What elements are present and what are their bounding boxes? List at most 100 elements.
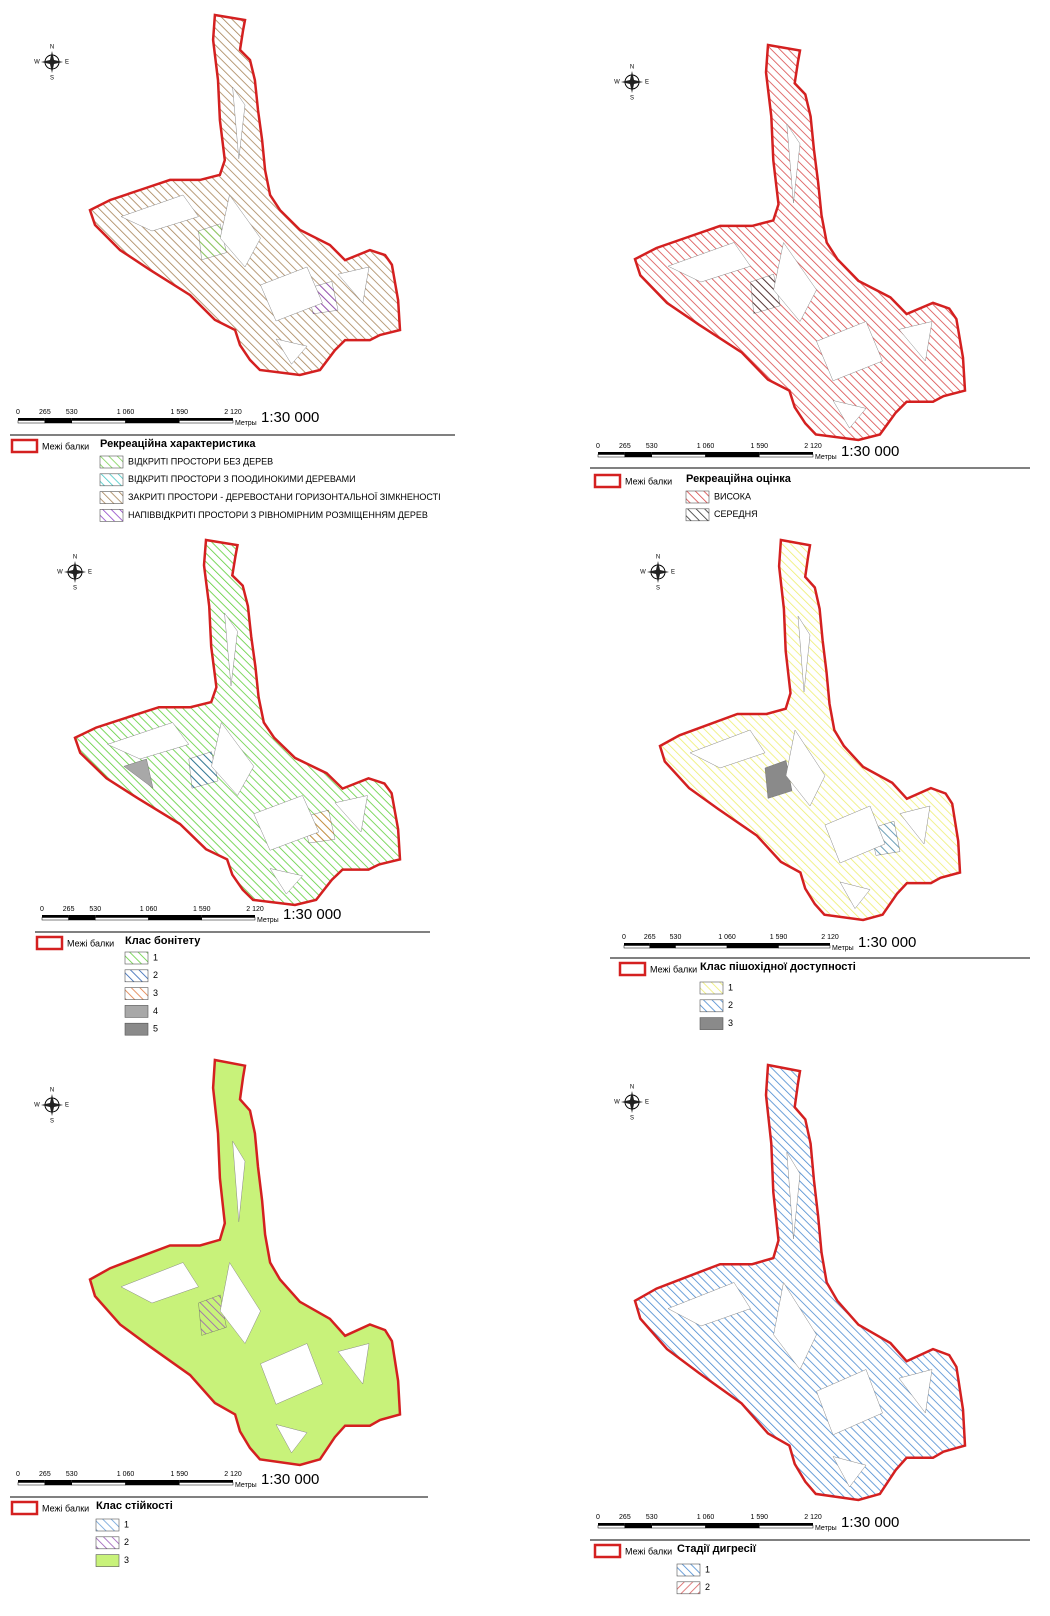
scale-segment (201, 917, 256, 921)
legend-swatch (676, 1581, 701, 1595)
legend-swatch (99, 455, 124, 469)
compass-letter: N (656, 555, 660, 561)
scale-segment (726, 945, 779, 949)
compass-letter: W (34, 1103, 40, 1109)
legend-swatch (124, 987, 149, 1000)
legend-label: 3 (728, 1018, 733, 1028)
scale-segment (41, 917, 69, 921)
compass-letter: E (88, 570, 92, 576)
scale-segment (44, 418, 72, 421)
compass-letter: S (630, 1116, 634, 1122)
scale-label: 530 (66, 1471, 78, 1478)
compass-star (621, 1091, 643, 1113)
map-clearing (232, 86, 246, 160)
scale-segment (125, 420, 180, 424)
legend-swatch (685, 508, 710, 522)
map-area (635, 45, 965, 440)
scale-segment (18, 1480, 45, 1483)
map-zone (198, 1294, 227, 1336)
boundary-label: Межі балки (67, 938, 114, 948)
legend-swatch (699, 981, 724, 995)
compass-letter: E (65, 1103, 69, 1109)
legend-swatch (699, 1017, 724, 1030)
scale-segment (705, 1525, 760, 1529)
scale-ratio: 1:30 000 (841, 1514, 899, 1531)
map-area (90, 1060, 400, 1465)
scale-label: 2 120 (224, 1471, 242, 1478)
scale-segment (759, 452, 813, 455)
scale-label: 2 120 (804, 443, 822, 450)
scale-label: 265 (63, 906, 75, 913)
map-clearing (786, 123, 801, 204)
scale-label: 1 060 (140, 906, 158, 913)
boundary-swatch (593, 473, 622, 489)
scale-label: 265 (644, 934, 656, 941)
legend-title: Клас бонітету (125, 935, 201, 947)
legend-swatch (124, 969, 149, 983)
scale-segment (624, 943, 650, 946)
scale-segment (623, 945, 650, 949)
legend-label: 3 (153, 988, 158, 998)
scale-label: 2 120 (224, 409, 242, 416)
scale-label: 265 (619, 443, 631, 450)
legend-title: Стадії дигресії (677, 1543, 757, 1555)
boundary (88, 1058, 402, 1467)
scale-segment (727, 943, 779, 946)
legend-label: ЗАКРИТІ ПРОСТОРИ - ДЕРЕВОСТАНИ ГОРИЗОНТА… (128, 492, 441, 502)
legend-swatch (99, 509, 124, 522)
legend-swatch (95, 1554, 120, 1567)
boundary (658, 538, 962, 922)
scale-segment (71, 420, 126, 424)
scale-segment (651, 1523, 706, 1526)
map-clearing (898, 321, 933, 362)
map-clearing (260, 266, 323, 322)
scale-segment (44, 420, 72, 424)
legend-label: СЕРЕДНЯ (714, 509, 758, 519)
map-clearing (839, 881, 871, 910)
scale-segment (675, 943, 727, 946)
scale-segment (705, 452, 760, 455)
scale-segment (17, 420, 46, 424)
compass-star (621, 71, 643, 93)
scale-label: 2 120 (246, 906, 264, 913)
scale-unit: Метры (257, 917, 279, 924)
map-area (635, 1065, 965, 1500)
compass-letter: S (656, 586, 660, 592)
legend-label: 2 (124, 1537, 129, 1547)
scale-label: 2 120 (804, 1514, 822, 1521)
scale-segment (675, 945, 728, 949)
legend-swatch (99, 473, 124, 487)
map-clearing (816, 1369, 883, 1436)
compass-star (41, 51, 63, 73)
map-clearing (824, 805, 886, 864)
compass-letter: N (50, 1088, 54, 1094)
scale-unit: Метры (235, 420, 257, 427)
legend-label: НАПІВВІДКРИТІ ПРОСТОРИ З РІВНОМІРНИМ РОЗ… (128, 510, 428, 520)
scale-label: 265 (39, 409, 51, 416)
scale-label: 1 590 (170, 409, 188, 416)
scale-label: 1 590 (170, 1471, 188, 1478)
map-area (660, 540, 960, 920)
scale-segment (95, 915, 149, 918)
scale-segment (624, 452, 652, 455)
scale-segment (44, 1482, 72, 1486)
compass: N S W E (614, 65, 649, 102)
scale-segment (179, 1482, 234, 1486)
boundary-label: Межі балки (625, 1546, 672, 1556)
legend-swatch (95, 1518, 120, 1532)
scale-segment (778, 943, 830, 946)
scale-label: 530 (66, 409, 78, 416)
compass-letter: S (73, 586, 77, 592)
boundary-label: Межі балки (650, 964, 697, 974)
legend-label: 2 (705, 1582, 710, 1592)
compass-letter: E (671, 570, 675, 576)
scale-segment (18, 418, 45, 421)
map-panel: N S W E 0 265 530 1 060 1 590 2 120 Метры 1:30 000 М… (10, 1058, 428, 1567)
scale-segment (42, 915, 69, 918)
scale-segment (148, 915, 202, 918)
compass-letter: W (640, 570, 646, 576)
compass-letter: S (50, 76, 54, 82)
legend-label: 3 (124, 1555, 129, 1565)
scale-segment (759, 1523, 813, 1526)
